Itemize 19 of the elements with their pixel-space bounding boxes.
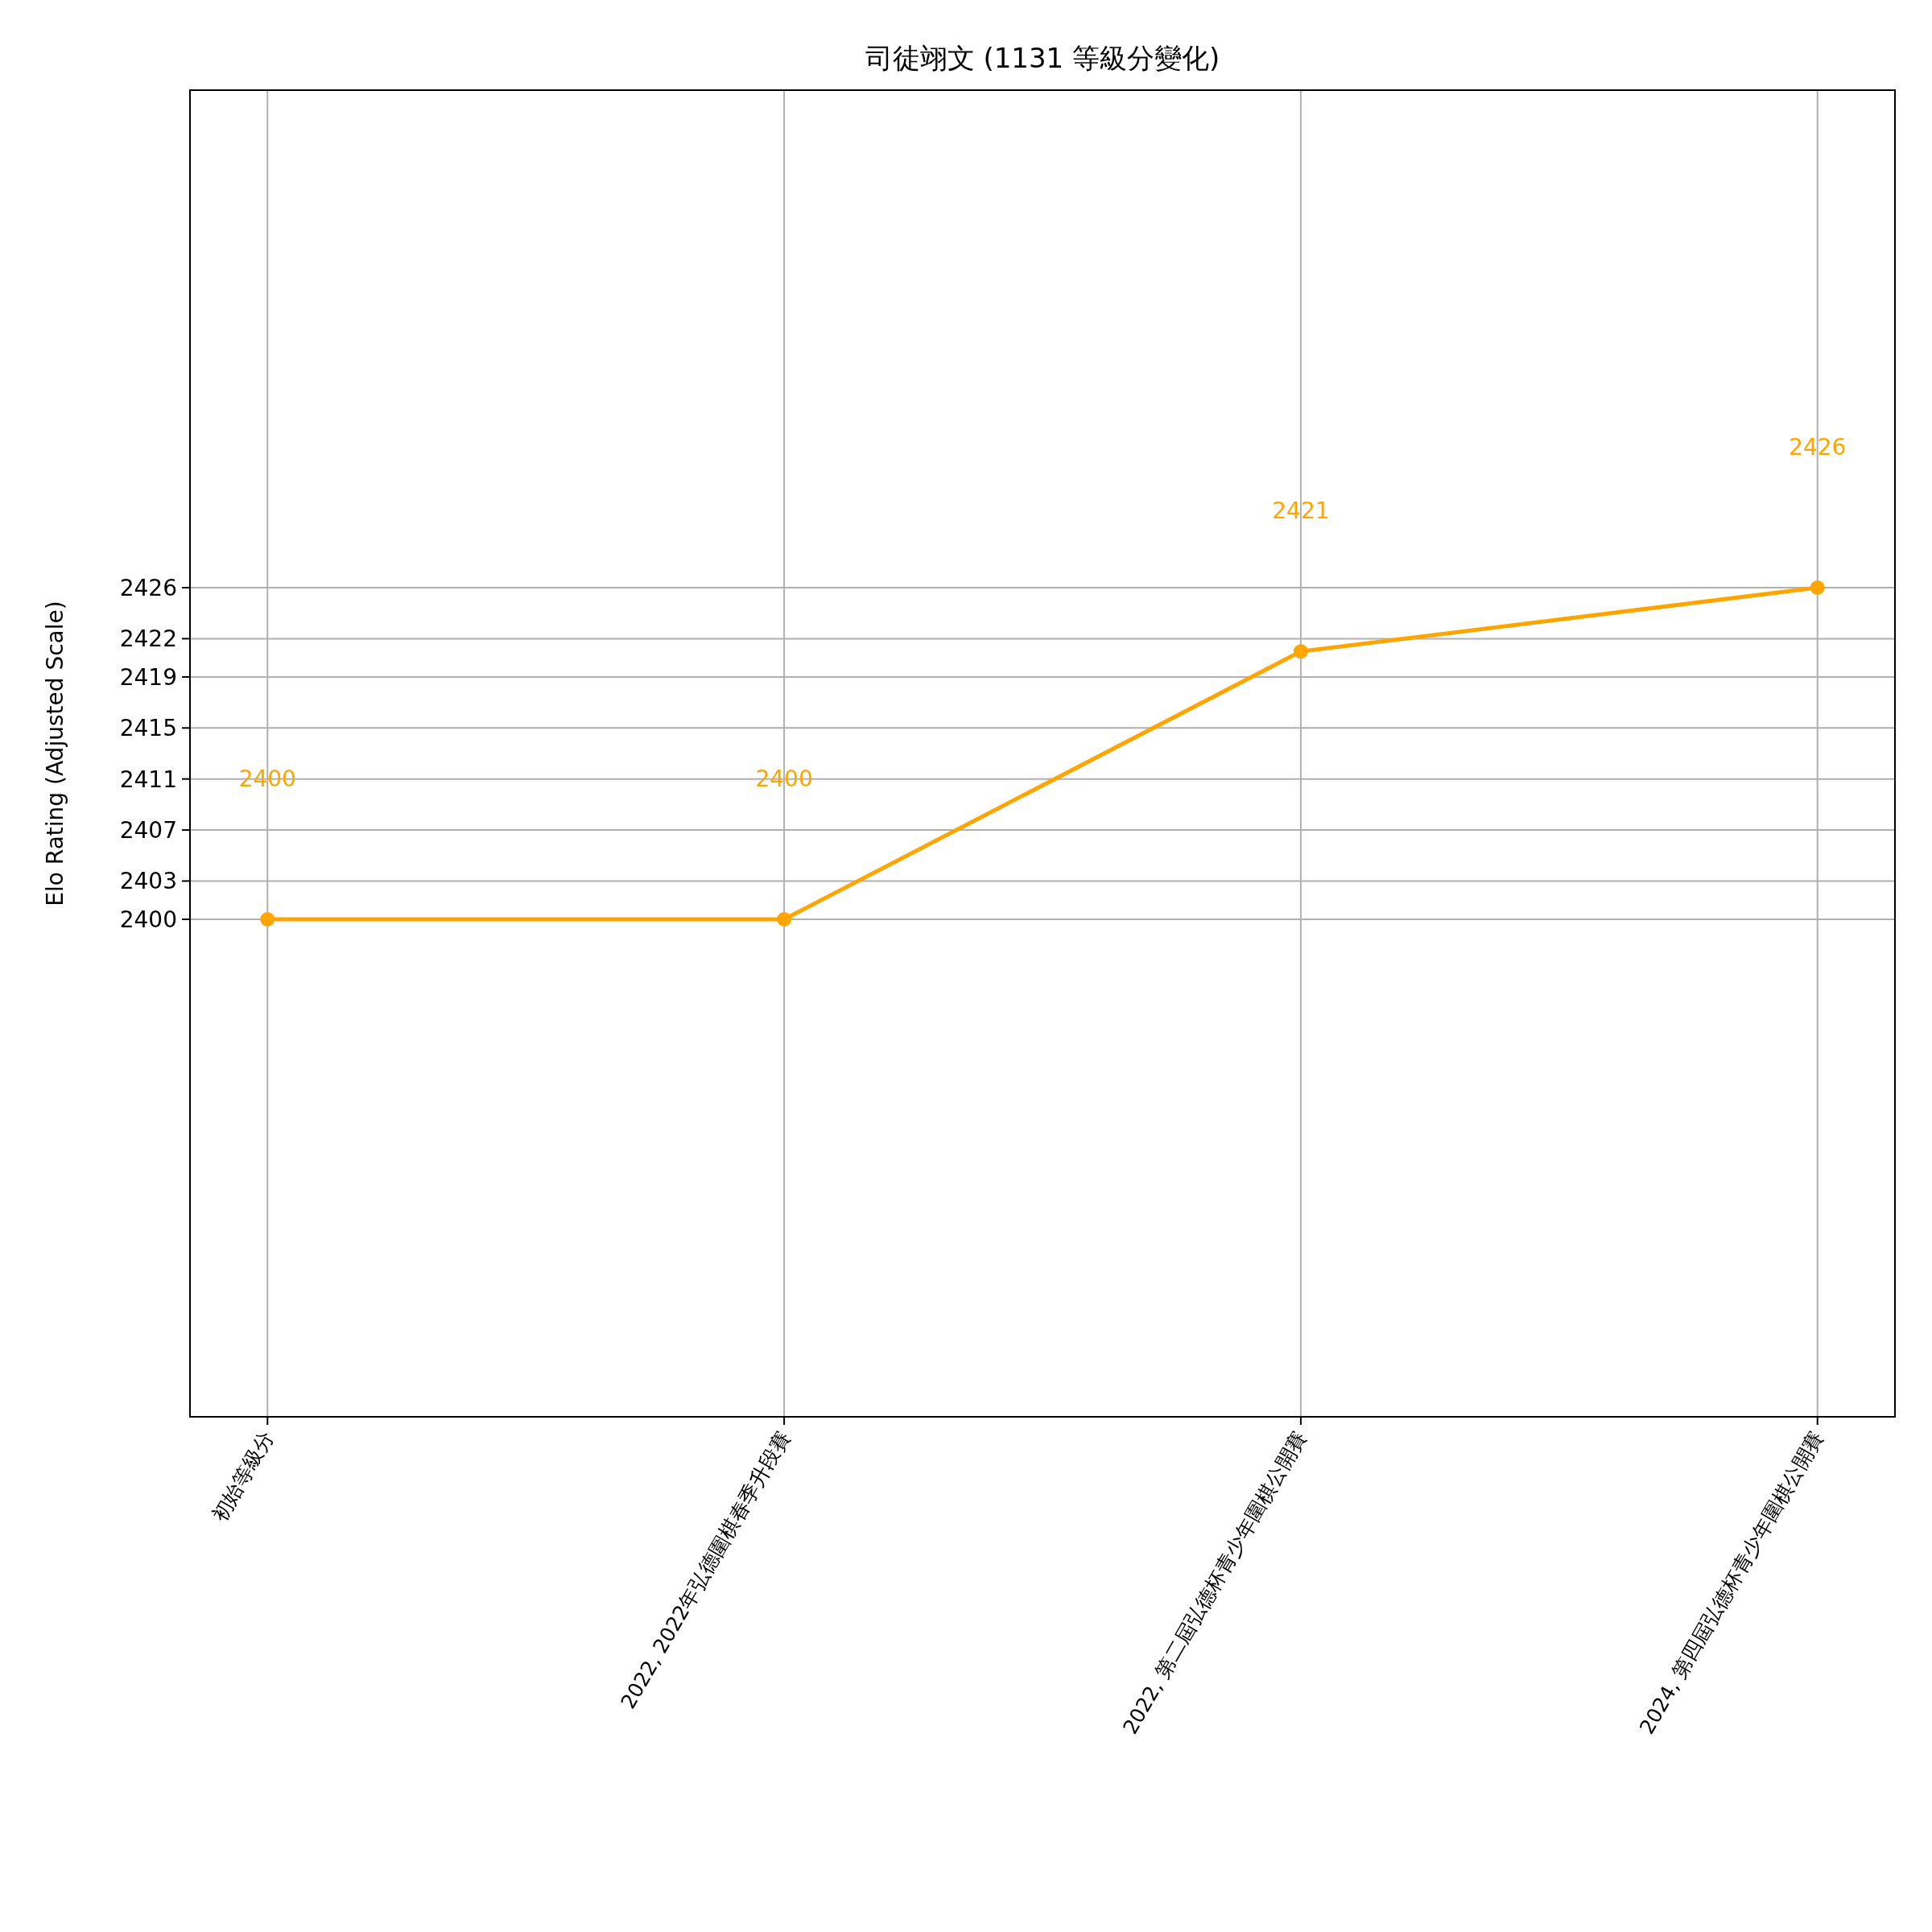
y-tick-label: 2419 xyxy=(119,663,177,691)
point xyxy=(260,912,275,927)
y-tick-label: 2400 xyxy=(119,906,177,933)
y-tick-label: 2403 xyxy=(119,868,177,895)
annotation: 2400 xyxy=(755,766,813,792)
point xyxy=(777,912,792,927)
y-tick-label: 2422 xyxy=(119,625,177,653)
annotation: 2426 xyxy=(1789,434,1847,460)
chart-title: 司徒翊文 (1131 等級分變化) xyxy=(865,42,1220,74)
y-tick-label: 2407 xyxy=(119,817,177,844)
annotation: 2400 xyxy=(238,766,296,792)
annotation: 2421 xyxy=(1272,497,1330,525)
y-tick-label: 2426 xyxy=(119,575,177,601)
y-tick-label: 2411 xyxy=(119,766,177,793)
y-axis-title: Elo Rating (Adjusted Scale) xyxy=(42,601,68,906)
y-tick-label: 2415 xyxy=(119,715,177,742)
point xyxy=(1810,580,1825,595)
point xyxy=(1293,644,1308,659)
x-tick-label: 初始等級分 xyxy=(207,1426,279,1526)
